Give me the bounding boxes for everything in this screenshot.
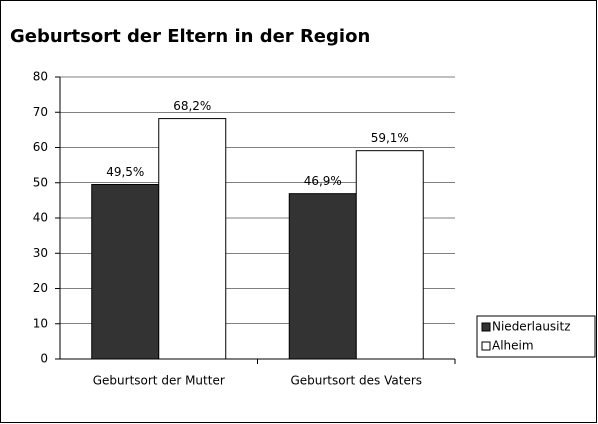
value-label: 49,5%	[106, 165, 144, 179]
y-tick-label: 0	[40, 352, 48, 366]
value-label: 59,1%	[371, 131, 409, 145]
bar	[91, 184, 160, 360]
y-tick-label: 30	[33, 246, 48, 260]
legend-label: Alheim	[492, 339, 534, 353]
x-tick-label: Geburtsort der Mutter	[93, 374, 225, 388]
legend-swatch	[481, 341, 491, 351]
legend-swatch	[481, 322, 491, 332]
x-tick-label: Geburtsort des Vaters	[290, 374, 422, 388]
y-tick-label: 70	[33, 105, 48, 119]
legend-box	[476, 315, 596, 358]
value-label: 46,9%	[304, 174, 342, 188]
bar	[288, 193, 357, 360]
value-label: 68,2%	[173, 99, 211, 113]
legend-label: Niederlausitz	[492, 320, 571, 334]
y-tick-label: 20	[33, 281, 48, 295]
bar	[158, 118, 227, 360]
y-tick-label: 40	[33, 211, 48, 225]
y-tick-label: 60	[33, 140, 48, 154]
y-tick-label: 10	[33, 316, 48, 330]
chart-title: Geburtsort der Eltern in der Region	[10, 26, 370, 47]
y-tick-label: 50	[33, 175, 48, 189]
bar	[355, 150, 424, 360]
y-tick-label: 80	[33, 70, 48, 84]
